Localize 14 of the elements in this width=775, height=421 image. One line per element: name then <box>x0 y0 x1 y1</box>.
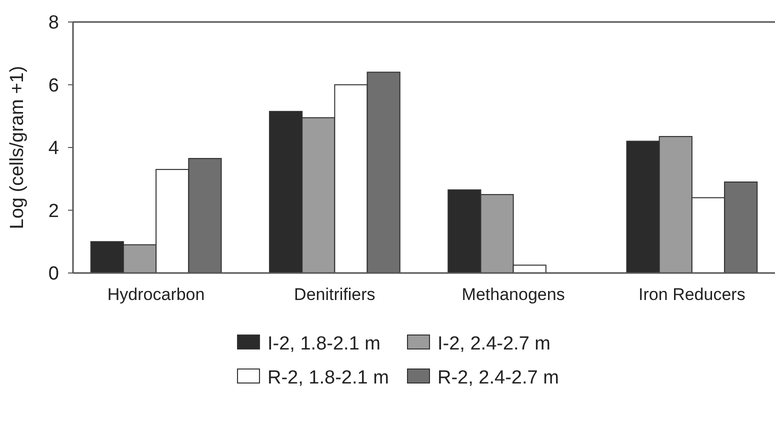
x-tick-label: Hydrocarbon <box>107 285 205 304</box>
y-tick-label: 2 <box>48 200 59 222</box>
legend-label: I-2, 1.8-2.1 m <box>268 334 380 355</box>
legend-label: I-2, 2.4-2.7 m <box>438 334 550 355</box>
y-tick-label: 6 <box>48 75 59 96</box>
y-axis-title: Log (cells/gram +1) <box>7 66 28 230</box>
x-tick-label: Denitrifiers <box>294 285 376 304</box>
legend-label: R-2, 1.8-2.1 m <box>268 368 389 389</box>
legend-label: R-2, 2.4-2.7 m <box>438 368 559 389</box>
y-tick-label: 0 <box>48 264 59 285</box>
y-tick-label: 8 <box>48 12 59 34</box>
x-tick-label: Methanogens <box>462 285 565 304</box>
y-tick-label: 4 <box>48 138 60 160</box>
x-tick-label: Iron Reducers <box>638 285 746 304</box>
